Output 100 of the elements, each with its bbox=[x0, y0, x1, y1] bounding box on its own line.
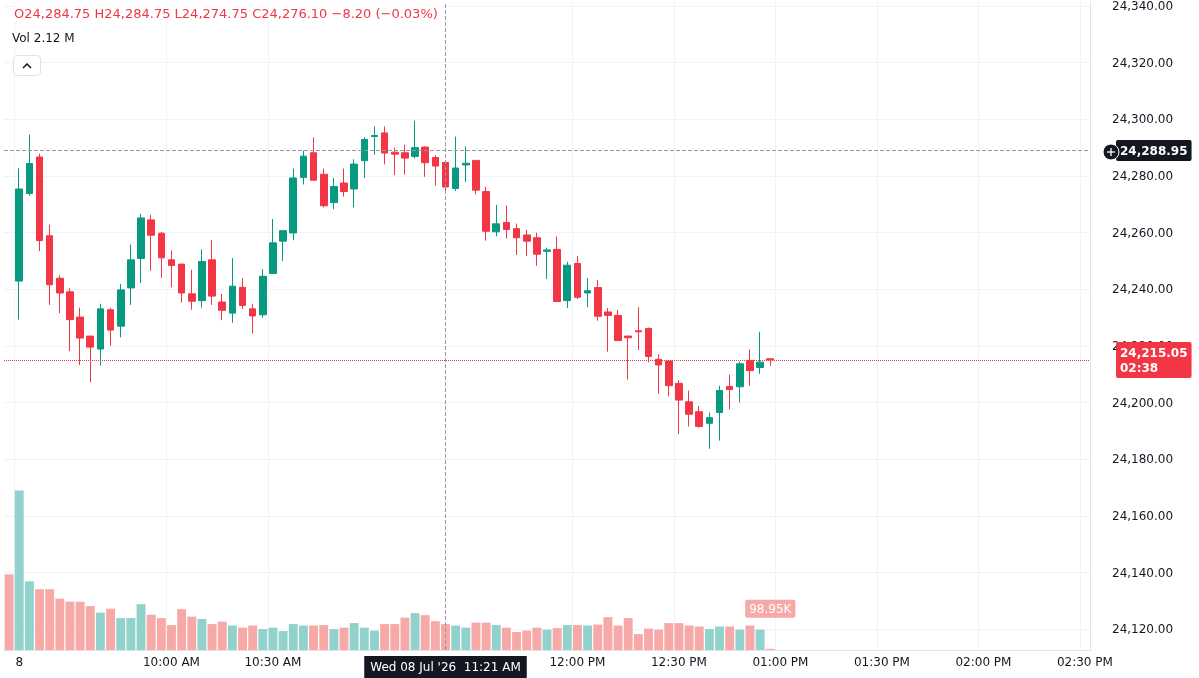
x-tick-label: 02:30 PM bbox=[1056, 655, 1113, 669]
candlestick bbox=[249, 303, 256, 335]
candlestick bbox=[97, 303, 104, 367]
bar bbox=[329, 629, 339, 650]
candlestick bbox=[563, 261, 571, 309]
ref-line-label: 24,288.95 bbox=[1120, 143, 1188, 158]
candlestick bbox=[685, 389, 693, 427]
y-tick-label: 24,140.00 bbox=[1112, 565, 1174, 580]
bar bbox=[136, 604, 146, 650]
candlestick bbox=[46, 224, 53, 306]
candlestick bbox=[127, 244, 135, 306]
candlestick bbox=[15, 167, 23, 321]
candlestick bbox=[574, 255, 581, 300]
candlestick bbox=[239, 277, 246, 310]
y-tick-label: 24,240.00 bbox=[1112, 282, 1174, 297]
bar bbox=[735, 629, 745, 650]
candlestick bbox=[330, 177, 338, 210]
candlestick bbox=[340, 168, 348, 198]
bar bbox=[481, 622, 491, 650]
candlestick bbox=[706, 412, 713, 450]
candlestick bbox=[350, 158, 358, 208]
bar bbox=[106, 608, 116, 650]
x-tick-label: 12:30 PM bbox=[650, 655, 707, 669]
candlestick bbox=[107, 307, 114, 347]
candlestick bbox=[523, 229, 531, 257]
candlestick bbox=[198, 248, 206, 309]
candlestick bbox=[56, 274, 64, 314]
x-tick-label: 12:00 PM bbox=[549, 655, 606, 669]
bar bbox=[755, 629, 765, 650]
candlestick bbox=[482, 186, 490, 242]
bar bbox=[562, 625, 572, 650]
candlestick bbox=[604, 307, 612, 353]
candlestick bbox=[259, 268, 267, 319]
x-tick-label: 01:30 PM bbox=[853, 655, 910, 669]
y-tick-label: 24,320.00 bbox=[1112, 55, 1174, 70]
x-tick-label: 8 bbox=[15, 655, 24, 669]
candlestick bbox=[401, 144, 409, 176]
candlestick bbox=[300, 149, 307, 185]
y-tick-label: 24,300.00 bbox=[1112, 112, 1174, 127]
candlestick bbox=[218, 293, 226, 321]
candlestick bbox=[137, 213, 145, 284]
bar bbox=[95, 612, 105, 650]
candlestick bbox=[614, 309, 622, 342]
y-tick-label: 24,260.00 bbox=[1112, 225, 1174, 240]
candlestick bbox=[695, 405, 703, 429]
candlestick bbox=[188, 269, 196, 311]
candlestick bbox=[716, 385, 723, 442]
candlestick bbox=[168, 249, 175, 288]
y-tick-label: 24,180.00 bbox=[1112, 452, 1174, 467]
annotation: Vol 2.12 M bbox=[12, 31, 75, 45]
candlestick bbox=[391, 147, 399, 176]
candlestick bbox=[178, 263, 185, 304]
candlestick bbox=[66, 287, 74, 352]
y-tick-label: 24,340.00 bbox=[1112, 0, 1174, 13]
candlestick bbox=[411, 120, 419, 160]
bar bbox=[572, 625, 582, 650]
bar bbox=[4, 574, 14, 650]
candlestick bbox=[381, 125, 388, 165]
candlestick bbox=[208, 239, 216, 306]
y-tick-label: 24,280.00 bbox=[1112, 168, 1174, 183]
candlestick bbox=[503, 204, 510, 240]
candlestick bbox=[492, 204, 500, 237]
y-tick-label: 24,120.00 bbox=[1112, 622, 1174, 637]
candlestick bbox=[26, 134, 33, 197]
candlestick bbox=[229, 257, 236, 324]
bar bbox=[583, 625, 593, 650]
y-tick-label: 24,160.00 bbox=[1112, 508, 1174, 523]
x-tick-label: Wed 08 Jul '26 11:21 AM bbox=[370, 660, 521, 674]
candlestick bbox=[513, 223, 520, 256]
bar bbox=[197, 619, 207, 650]
bar bbox=[552, 628, 562, 650]
bar bbox=[410, 613, 420, 650]
candlestick bbox=[158, 231, 165, 279]
candlestick bbox=[289, 168, 297, 241]
candlestick bbox=[584, 277, 591, 308]
y-tick-label: 24,200.00 bbox=[1112, 395, 1174, 410]
x-tick-label: 10:30 AM bbox=[244, 655, 302, 669]
candlestick bbox=[543, 247, 551, 280]
x-tick-label: 02:00 PM bbox=[955, 655, 1012, 669]
data-label: 98.95K bbox=[749, 601, 793, 616]
candlestick bbox=[147, 214, 155, 272]
candlestick bbox=[269, 218, 277, 274]
candlestick bbox=[279, 230, 287, 262]
candlestick bbox=[421, 145, 429, 178]
candlestick bbox=[726, 374, 733, 410]
candlestick bbox=[594, 279, 602, 322]
candlestick bbox=[361, 136, 368, 179]
candlestick bbox=[320, 168, 328, 208]
x-tick-label: 10:00 AM bbox=[142, 655, 200, 669]
candlestick bbox=[371, 125, 378, 156]
candlestick bbox=[36, 153, 43, 252]
x-tick-label: 01:00 PM bbox=[752, 655, 809, 669]
bar bbox=[725, 626, 735, 650]
candlestick bbox=[675, 379, 683, 435]
bar bbox=[491, 625, 501, 650]
candlestick bbox=[736, 361, 744, 404]
ref-line-label: 24,215.05 02:38 bbox=[1120, 345, 1188, 375]
candlestick bbox=[756, 331, 764, 375]
candlestick bbox=[452, 136, 459, 192]
candlestick bbox=[432, 154, 439, 187]
